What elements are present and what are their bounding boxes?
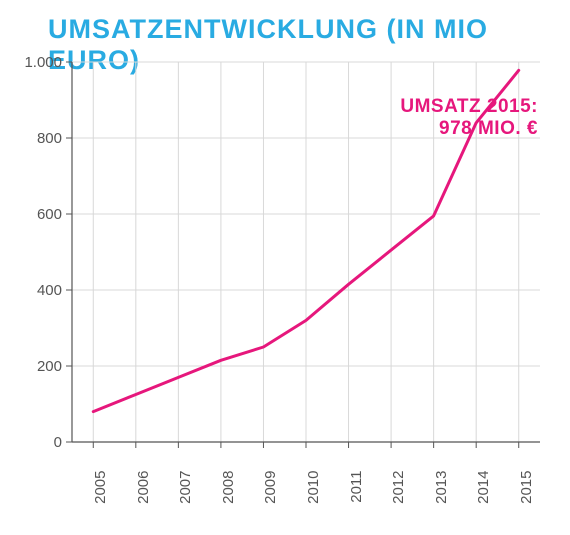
y-tick-label: 0 bbox=[54, 434, 62, 451]
annotation-line1: UMSATZ 2015: bbox=[400, 96, 538, 117]
y-tick-label: 1.000 bbox=[24, 54, 62, 71]
x-tick-label: 2012 bbox=[390, 470, 407, 520]
annotation-line2: 978 MIO. € bbox=[439, 118, 538, 139]
x-tick-label: 2014 bbox=[475, 470, 492, 520]
x-tick-label: 2008 bbox=[220, 470, 237, 520]
x-tick-label: 2006 bbox=[135, 470, 152, 520]
x-tick-label: 2010 bbox=[305, 470, 322, 520]
line-chart bbox=[0, 0, 570, 535]
x-tick-label: 2015 bbox=[518, 470, 535, 520]
chart-annotation: UMSATZ 2015: 978 MIO. € bbox=[400, 96, 538, 140]
x-tick-label: 2009 bbox=[262, 470, 279, 520]
x-tick-label: 2013 bbox=[433, 470, 450, 520]
y-tick-label: 200 bbox=[37, 358, 62, 375]
y-tick-label: 400 bbox=[37, 282, 62, 299]
y-tick-label: 600 bbox=[37, 206, 62, 223]
x-tick-label: 2011 bbox=[348, 470, 365, 520]
x-tick-label: 2005 bbox=[92, 470, 109, 520]
y-tick-label: 800 bbox=[37, 130, 62, 147]
x-tick-label: 2007 bbox=[177, 470, 194, 520]
